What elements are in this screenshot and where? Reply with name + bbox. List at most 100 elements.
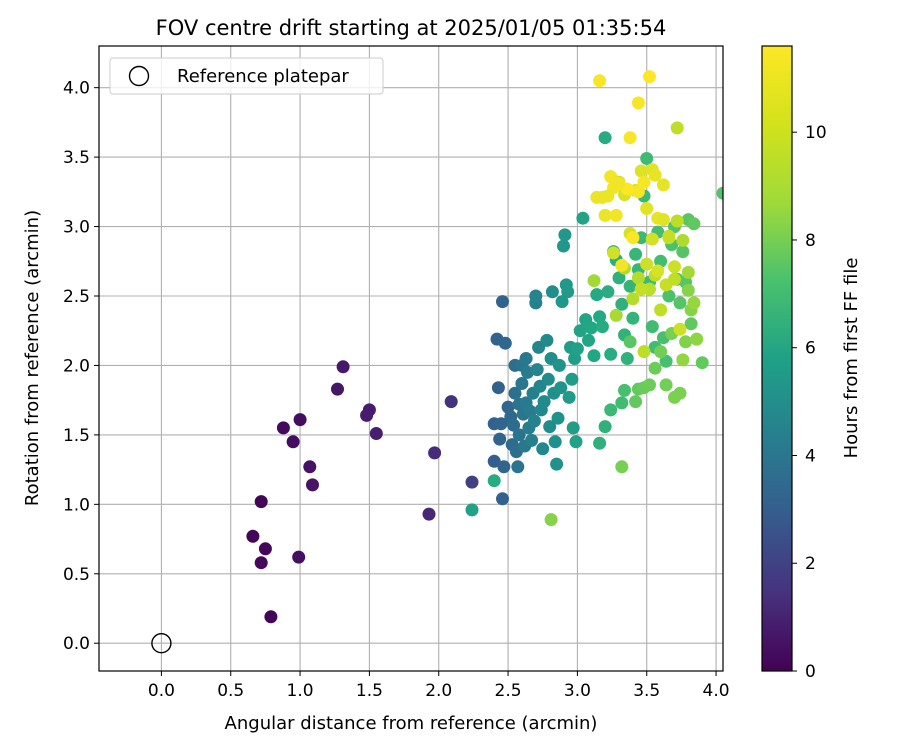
data-point: [497, 460, 511, 474]
data-point: [662, 289, 676, 303]
data-point: [673, 386, 687, 400]
x-tick-label: 3.5: [633, 681, 660, 701]
colorbar-tick-label: 6: [805, 339, 816, 359]
data-point: [541, 372, 555, 386]
data-point: [537, 395, 551, 409]
data-point: [292, 550, 306, 564]
data-point: [444, 395, 458, 409]
data-point: [540, 333, 554, 347]
data-point: [258, 542, 272, 556]
data-point: [615, 460, 629, 474]
data-point: [496, 295, 509, 309]
data-point: [590, 190, 604, 204]
data-point: [587, 349, 601, 363]
data-point: [670, 121, 684, 135]
data-point: [529, 289, 543, 303]
colorbar-tick-label: 0: [805, 662, 816, 682]
colorbar-tick-label: 10: [805, 123, 827, 143]
data-point: [629, 247, 643, 261]
data-point: [465, 503, 479, 517]
data-point: [601, 189, 615, 203]
data-point: [695, 356, 709, 370]
data-point: [637, 345, 651, 359]
data-point: [626, 231, 640, 245]
data-point: [530, 363, 544, 377]
data-point: [494, 417, 508, 431]
data-point: [570, 342, 584, 356]
data-point: [550, 457, 564, 471]
data-point: [569, 435, 583, 449]
data-point: [527, 414, 541, 428]
colorbar-label: Hours from first FF file: [841, 258, 862, 459]
data-point: [303, 460, 317, 474]
x-tick-label: 2.5: [495, 681, 522, 701]
data-point: [428, 446, 442, 460]
data-point: [554, 381, 568, 395]
data-point: [555, 295, 569, 309]
data-point: [511, 460, 525, 474]
y-axis-label: Rotation from reference (arcmin): [22, 210, 43, 506]
colorbar-gradient: [762, 46, 792, 671]
data-point: [640, 257, 654, 271]
data-point: [687, 217, 701, 231]
x-tick-label: 1.0: [287, 681, 314, 701]
data-point: [631, 185, 645, 199]
data-point: [684, 317, 698, 331]
y-tick-label: 1.0: [63, 495, 90, 515]
data-point: [331, 382, 344, 396]
data-point: [369, 427, 383, 440]
legend-box: [109, 57, 384, 95]
x-tick-label: 2.0: [425, 681, 452, 701]
data-point: [508, 386, 522, 400]
y-tick-label: 0.5: [63, 565, 90, 585]
x-tick-label: 1.5: [356, 681, 383, 701]
colorbar-tick-label: 2: [805, 554, 816, 574]
data-point: [648, 361, 662, 375]
data-point: [654, 345, 668, 359]
data-point: [561, 285, 575, 299]
data-point: [626, 292, 640, 306]
data-point: [562, 390, 576, 404]
data-point: [673, 296, 687, 310]
data-point: [306, 478, 319, 492]
data-point: [336, 360, 350, 374]
data-point: [681, 283, 695, 297]
data-point: [593, 74, 607, 88]
data-point: [551, 411, 565, 425]
data-point: [552, 358, 566, 372]
data-point: [623, 131, 637, 145]
colorbar-tick-label: 8: [805, 231, 816, 251]
data-point: [487, 454, 501, 468]
plot-background: [99, 46, 723, 671]
data-point: [640, 202, 654, 215]
plot-frame: [98, 45, 724, 672]
data-point: [668, 260, 681, 274]
data-point: [618, 383, 631, 397]
chart-title: FOV centre drift starting at 2025/01/05 …: [156, 16, 667, 40]
data-point: [264, 610, 278, 624]
data-point: [587, 274, 601, 288]
legend-marker-icon: [128, 65, 150, 87]
colorbar-frame: [761, 45, 793, 672]
data-point: [668, 272, 681, 286]
data-point: [491, 381, 505, 395]
y-tick-label: 0.0: [63, 634, 90, 654]
data-point: [590, 288, 604, 302]
data-point: [593, 310, 607, 324]
data-point: [573, 324, 587, 338]
data-point: [584, 321, 598, 335]
data-point: [566, 421, 580, 435]
data-point: [493, 432, 507, 446]
data-point: [626, 311, 640, 325]
data-point: [558, 228, 572, 242]
data-point: [615, 297, 629, 311]
x-tick-label: 0.5: [217, 681, 244, 701]
data-point: [544, 513, 558, 527]
data-point: [276, 421, 290, 435]
reference-marker-group: [151, 633, 172, 654]
data-point: [643, 378, 656, 392]
data-point: [634, 164, 648, 178]
data-point: [631, 96, 645, 110]
data-point: [637, 175, 651, 189]
